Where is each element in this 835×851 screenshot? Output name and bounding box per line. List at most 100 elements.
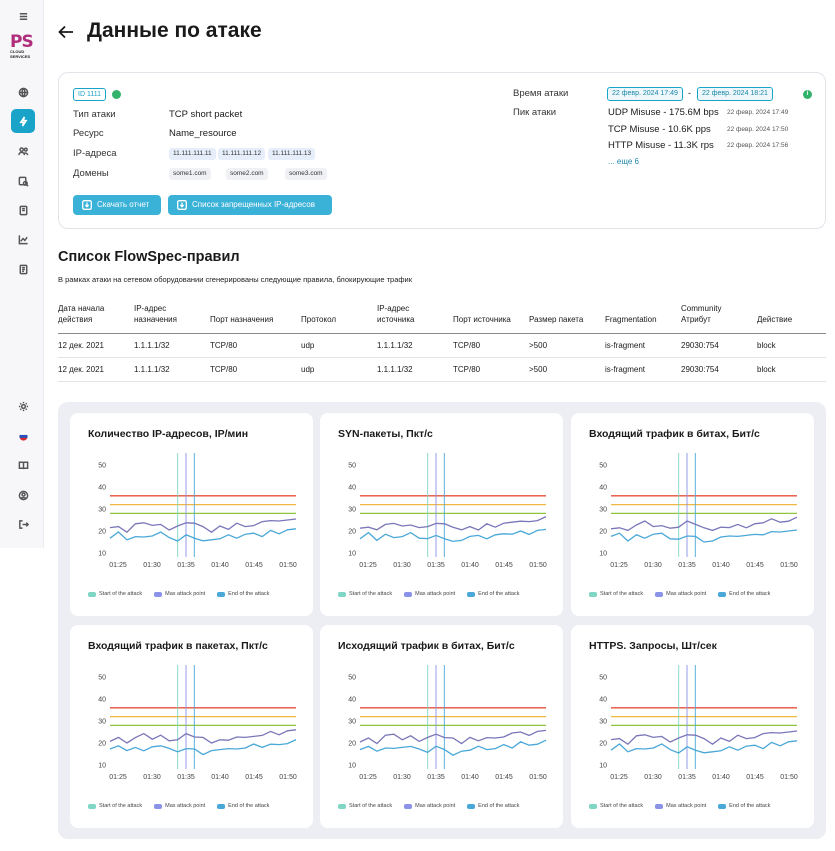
ip-chip: 11.111.111.13 — [268, 148, 316, 160]
chart-title: HTTPS. Запросы, Шт/сек — [589, 640, 717, 652]
y-tick-label: 50 — [348, 675, 356, 682]
x-tick-label: 01:50 — [780, 562, 798, 569]
attack-start-time: 22 февр. 2024 17:49 — [607, 87, 683, 101]
x-tick-label: 01:45 — [245, 774, 263, 781]
y-tick-label: 40 — [599, 485, 607, 492]
legend-item[interactable]: End of the attack — [217, 803, 269, 809]
info-icon[interactable]: i — [803, 90, 812, 99]
line-chart: 10 20 30 40 50 01:25 01:30 01:35 01:40 01:45 01:50 — [98, 665, 297, 781]
profile-icon[interactable] — [11, 483, 35, 507]
chart-card: Входящий трафик в битах, Бит/с 10 20 30 40 50… — [571, 413, 814, 616]
show-more-peaks-link[interactable]: ... еще 6 — [608, 157, 639, 166]
table-header: IP-адрес назначения — [134, 298, 210, 334]
flowspec-title: Список FlowSpec-правил — [58, 249, 240, 265]
legend-swatch — [404, 803, 413, 809]
settings-search-icon[interactable] — [11, 169, 35, 193]
chart-icon[interactable] — [11, 227, 35, 251]
x-tick-label: 01:25 — [610, 774, 628, 781]
chart-card: HTTPS. Запросы, Шт/сек 10 20 30 40 50 01:25 01:… — [571, 625, 814, 828]
legend-label: Start of the attack — [600, 803, 644, 809]
table-cell: TCP/80 — [453, 358, 529, 382]
legend-swatch — [88, 591, 96, 597]
chart-legend: Start of the attack Max attack point End o… — [88, 591, 269, 597]
legend-swatch — [718, 591, 727, 597]
legend-item[interactable]: Start of the attack — [589, 803, 643, 809]
table-cell: is-fragment — [605, 358, 681, 382]
legend-item[interactable]: Start of the attack — [88, 803, 142, 809]
table-cell: block — [757, 358, 826, 382]
legend-item[interactable]: Max attack point — [655, 591, 706, 597]
legend-item[interactable]: Max attack point — [655, 803, 706, 809]
users-icon[interactable] — [11, 139, 35, 163]
legend-item[interactable]: Start of the attack — [338, 591, 392, 597]
blocked-ips-button[interactable]: Список запрещенных IP-адресов — [168, 195, 332, 215]
globe-icon[interactable] — [11, 80, 35, 104]
download-report-button[interactable]: Скачать отчет — [73, 195, 161, 215]
logout-icon[interactable] — [11, 512, 35, 536]
data-series-line — [359, 739, 547, 756]
domain-chip: some2.com — [226, 168, 268, 180]
chart-card: Количество IP-адресов, IP/мин 10 20 30 40 50 0… — [70, 413, 313, 616]
back-arrow-icon[interactable] — [58, 25, 74, 39]
legend-item[interactable]: Max attack point — [404, 803, 455, 809]
legend-swatch — [404, 591, 413, 597]
y-tick-label: 20 — [98, 529, 106, 536]
legend-swatch — [338, 803, 346, 809]
attack-peak-label: Пик атаки — [513, 107, 556, 118]
y-tick-label: 40 — [348, 697, 356, 704]
attack-icon[interactable] — [11, 109, 35, 133]
legend-swatch — [589, 591, 597, 597]
legend-label: Max attack point — [666, 803, 707, 809]
legend-item[interactable]: End of the attack — [467, 803, 519, 809]
legend-item[interactable]: Max attack point — [154, 591, 205, 597]
table-cell: >500 — [529, 334, 605, 358]
report-icon[interactable] — [11, 257, 35, 281]
language-flag-icon[interactable] — [11, 424, 35, 448]
y-tick-label: 40 — [98, 697, 106, 704]
table-row: 12 дек. 2021 1.1.1.1/32 TCP/80 udp 1.1.1.1/3… — [58, 334, 826, 358]
domain-chip: some3.com — [285, 168, 327, 180]
x-tick-label: 01:30 — [393, 774, 411, 781]
table-cell: block — [757, 334, 826, 358]
time-separator: - — [688, 88, 691, 98]
x-tick-label: 01:30 — [143, 774, 161, 781]
table-cell: 29030:754 — [681, 334, 757, 358]
y-tick-label: 30 — [599, 719, 607, 726]
legend-label: Max attack point — [165, 803, 206, 809]
legend-item[interactable]: End of the attack — [718, 591, 770, 597]
legend-item[interactable]: Max attack point — [404, 591, 455, 597]
table-cell: udp — [301, 358, 377, 382]
document-icon[interactable] — [11, 198, 35, 222]
ip-chip: 11.111.111.12 — [218, 148, 266, 160]
attack-end-time: 22 февр. 2024 18:21 — [697, 87, 773, 101]
peak-time: 22 февр. 2024 17:49 — [727, 109, 789, 116]
legend-swatch — [88, 803, 96, 809]
legend-item[interactable]: End of the attack — [718, 803, 770, 809]
data-series-line — [610, 740, 798, 754]
resource-value: Name_resource — [169, 128, 237, 139]
menu-icon[interactable] — [11, 4, 35, 28]
legend-item[interactable]: Start of the attack — [589, 591, 643, 597]
legend-item[interactable]: End of the attack — [217, 591, 269, 597]
x-tick-label: 01:35 — [427, 562, 445, 569]
y-tick-label: 10 — [98, 551, 106, 558]
attack-time-label: Время атаки — [513, 88, 569, 99]
chart-legend: Start of the attack Max attack point End o… — [589, 591, 770, 597]
table-cell: 1.1.1.1/32 — [377, 334, 453, 358]
book-icon[interactable] — [11, 453, 35, 477]
legend-item[interactable]: Max attack point — [154, 803, 205, 809]
y-tick-label: 30 — [98, 719, 106, 726]
company-logo[interactable]: PS CLOUD SERVICES — [10, 32, 34, 59]
x-tick-label: 01:40 — [461, 562, 479, 569]
theme-icon[interactable] — [11, 394, 35, 418]
legend-swatch — [467, 591, 476, 597]
legend-item[interactable]: End of the attack — [467, 591, 519, 597]
table-header: Действие — [757, 298, 826, 334]
peak-value: TCP Misuse - 10.6K pps — [608, 124, 711, 135]
x-tick-label: 01:25 — [610, 562, 628, 569]
table-header: Порт назначения — [210, 298, 301, 334]
legend-item[interactable]: Start of the attack — [88, 591, 142, 597]
y-tick-label: 50 — [599, 463, 607, 470]
domain-chip: some1.com — [169, 168, 211, 180]
legend-item[interactable]: Start of the attack — [338, 803, 392, 809]
